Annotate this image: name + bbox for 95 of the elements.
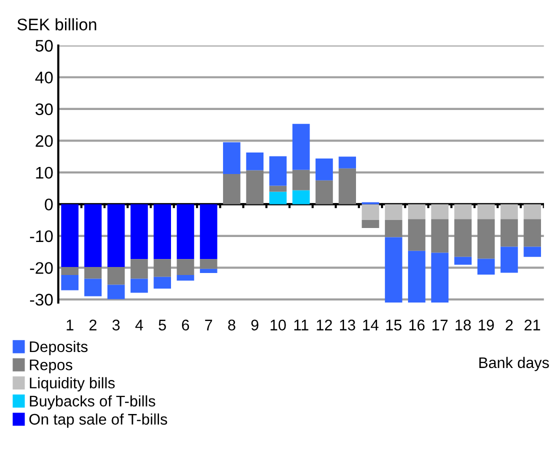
bar xyxy=(431,252,449,303)
y-tick-label: -20 xyxy=(30,262,53,274)
bar xyxy=(477,219,495,259)
x-tick-label: 10 xyxy=(270,320,286,330)
y-tick-label: 30 xyxy=(36,103,53,116)
bar xyxy=(269,156,287,186)
bar xyxy=(84,278,102,296)
bar xyxy=(524,219,542,247)
y-tick-label: 20 xyxy=(36,135,53,147)
bar xyxy=(524,204,542,220)
bar xyxy=(176,204,194,260)
bar xyxy=(500,219,518,247)
bar xyxy=(200,268,218,274)
x-tick-label: 7 xyxy=(205,320,212,330)
bar xyxy=(454,204,472,220)
bar xyxy=(524,246,542,257)
bar xyxy=(269,192,287,204)
x-tick-label: 8 xyxy=(228,320,236,330)
bar xyxy=(61,267,79,275)
bar xyxy=(431,204,449,220)
bar xyxy=(384,220,402,238)
bar xyxy=(107,267,125,285)
bar xyxy=(176,274,194,281)
bar xyxy=(200,259,218,269)
legend-label: On tap sale of T-bills xyxy=(29,413,168,428)
bar xyxy=(84,204,102,268)
legend-label: Buybacks of T-bills xyxy=(30,395,156,410)
y-tick-label: 50 xyxy=(36,40,53,52)
bar xyxy=(477,204,495,220)
x-tick-label: 6 xyxy=(182,320,190,330)
bar xyxy=(154,276,172,289)
bar xyxy=(316,158,333,180)
bar xyxy=(408,219,426,251)
bar xyxy=(362,220,380,228)
bar xyxy=(84,267,102,279)
bar xyxy=(477,258,495,275)
bar xyxy=(500,204,518,220)
x-tick-label: 2 xyxy=(506,320,513,330)
bar xyxy=(500,246,518,273)
y-tick-label: 0 xyxy=(44,198,53,210)
bar xyxy=(292,190,310,204)
bar xyxy=(362,204,380,220)
x-tick-label: 2 xyxy=(89,320,96,330)
bar xyxy=(338,156,356,168)
y-axis-title: SEK billion xyxy=(17,18,96,30)
y-tick-label: 10 xyxy=(36,166,53,179)
x-tick-label: 4 xyxy=(135,320,144,330)
bar xyxy=(107,204,125,268)
bar xyxy=(292,124,310,170)
bar xyxy=(61,204,79,268)
bar xyxy=(384,204,402,220)
legend-label: Repos xyxy=(30,360,72,374)
x-tick-label: 1 xyxy=(66,320,74,330)
bar xyxy=(223,174,240,204)
bar xyxy=(61,274,79,290)
bar xyxy=(246,170,264,204)
x-tick-label: 14 xyxy=(363,320,379,330)
bar xyxy=(338,168,356,204)
bar xyxy=(223,142,240,174)
x-tick-label: 9 xyxy=(251,320,258,330)
bar xyxy=(384,237,402,303)
bar xyxy=(107,284,125,300)
bar xyxy=(408,250,426,303)
bar xyxy=(454,219,472,257)
bar xyxy=(130,278,148,293)
x-axis-title: Bank days xyxy=(479,356,549,372)
bar xyxy=(454,256,472,265)
bar xyxy=(130,204,148,260)
bar xyxy=(154,204,172,260)
bar xyxy=(431,219,449,253)
bar xyxy=(176,259,194,275)
bar xyxy=(269,186,287,192)
bar xyxy=(154,259,172,277)
x-tick-label: 16 xyxy=(409,320,425,330)
y-tick-label: 40 xyxy=(35,72,53,84)
bar xyxy=(130,259,148,279)
bar xyxy=(408,204,426,220)
x-tick-label: 15 xyxy=(386,320,402,330)
legend-label: Deposits xyxy=(30,340,88,356)
x-tick-label: 17 xyxy=(432,320,448,330)
x-tick-label: 19 xyxy=(478,320,494,330)
y-tick-label: -10 xyxy=(30,230,53,242)
x-tick-label: 18 xyxy=(456,320,471,330)
bar xyxy=(292,170,310,190)
x-tick-label: 12 xyxy=(316,320,332,330)
bar xyxy=(200,204,218,260)
legend-label: Liquidity bills xyxy=(30,377,115,392)
x-tick-label: 13 xyxy=(340,320,356,330)
bar xyxy=(246,152,264,170)
x-tick-label: 5 xyxy=(158,320,166,330)
x-tick-label: 21 xyxy=(524,320,540,330)
x-tick-label: 3 xyxy=(112,320,120,330)
y-tick-label: -30 xyxy=(30,294,53,306)
x-tick-label: 11 xyxy=(294,320,308,330)
bar xyxy=(316,180,333,204)
